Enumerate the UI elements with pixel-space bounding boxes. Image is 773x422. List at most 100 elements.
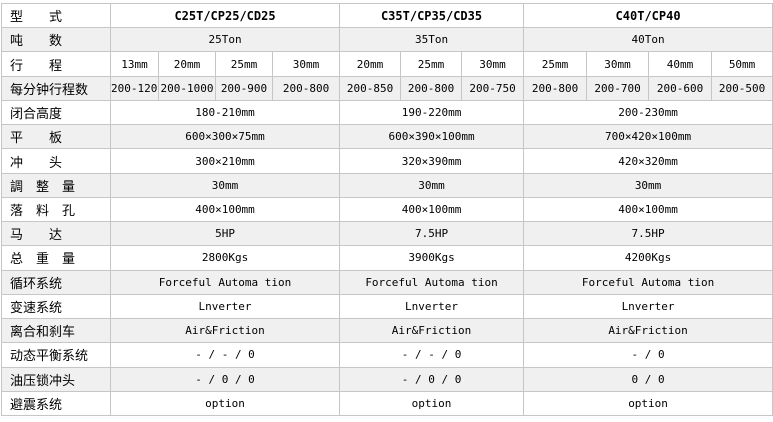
spec-cell: 200-500 — [711, 75, 773, 101]
spec-cell: 40mm — [648, 51, 713, 77]
spec-cell: 190-220mm — [339, 99, 525, 126]
table-row-adjustment: 調 整 量 30mm 30mm 30mm — [1, 172, 773, 198]
row-label-adjustment: 調 整 量 — [1, 172, 111, 198]
spec-cell: 30mm — [523, 172, 773, 198]
spec-cell: Air&Friction — [109, 318, 341, 344]
spec-cell: 200-800 — [400, 75, 463, 101]
spec-cell: - / 0 / 0 — [339, 366, 525, 392]
row-label-shut-height: 闭合高度 — [1, 99, 111, 126]
spec-cell: 600×300×75mm — [109, 124, 341, 150]
spec-cell: 320×390mm — [339, 148, 525, 174]
table-row-model: 型 式 C25T/CP25/CD25 C35T/CP35/CD35 C40T/C… — [1, 2, 773, 29]
model-cell: C40T/CP40 — [523, 2, 773, 29]
spec-cell: 13mm — [110, 51, 159, 77]
spec-cell: 400×100mm — [523, 196, 773, 223]
spec-cell: - / - / 0 — [109, 342, 341, 368]
spec-cell: 200-750 — [461, 75, 525, 101]
spec-cell: Air&Friction — [523, 318, 773, 344]
spec-cell: 25mm — [215, 51, 273, 77]
spec-cell: - / 0 / 0 — [109, 366, 341, 392]
row-label-speed-system: 变速系统 — [1, 293, 111, 320]
spec-cell: 200-900 — [215, 75, 273, 101]
spec-cell: 2800Kgs — [109, 245, 341, 271]
row-label-tonnage: 吨 数 — [1, 27, 111, 53]
spec-cell: 35Ton — [339, 27, 525, 53]
spec-cell: 20mm — [339, 51, 402, 77]
table-row-spm: 每分钟行程数 200-1200 200-1000 200-900 200-800… — [1, 75, 773, 101]
spec-cell: 420×320mm — [523, 148, 773, 174]
spec-cell: 7.5HP — [523, 221, 773, 247]
model-cell: C25T/CP25/CD25 — [109, 2, 341, 29]
spec-cell: 30mm — [271, 51, 341, 77]
table-row-circulation: 循环系统 Forceful Automa tion Forceful Autom… — [1, 269, 773, 295]
model-cell: C35T/CP35/CD35 — [339, 2, 525, 29]
spec-cell: Lnverter — [523, 293, 773, 320]
spec-cell: 200-1200 — [110, 75, 159, 101]
spec-cell: Lnverter — [109, 293, 341, 320]
row-label-blanking-hole: 落 料 孔 — [1, 196, 111, 223]
spec-cell: 3900Kgs — [339, 245, 525, 271]
spec-cell: 400×100mm — [109, 196, 341, 223]
spec-cell: 20mm — [158, 51, 216, 77]
spec-cell: 700×420×100mm — [523, 124, 773, 150]
table-row-stroke: 行 程 13mm 20mm 25mm 30mm 20mm 25mm 30mm 2… — [1, 51, 773, 77]
spec-cell: 30mm — [339, 172, 525, 198]
spec-cell: option — [523, 390, 773, 417]
row-label-hydraulic-lock: 油压锁冲头 — [1, 366, 111, 392]
table-row-motor: 马 达 5HP 7.5HP 7.5HP — [1, 221, 773, 247]
spec-cell: 25Ton — [109, 27, 341, 53]
table-row-shock-absorber: 避震系统 option option option — [1, 390, 773, 417]
row-label-shock-absorber: 避震系统 — [1, 390, 111, 417]
table-row-ram: 冲 头 300×210mm 320×390mm 420×320mm — [1, 148, 773, 174]
spec-cell: option — [109, 390, 341, 417]
spec-cell: 200-230mm — [523, 99, 773, 126]
table-row-shut-height: 闭合高度 180-210mm 190-220mm 200-230mm — [1, 99, 773, 126]
row-label-circulation: 循环系统 — [1, 269, 111, 295]
spec-cell: 5HP — [109, 221, 341, 247]
row-label-motor: 马 达 — [1, 221, 111, 247]
spec-cell: Lnverter — [339, 293, 525, 320]
spec-cell: 200-850 — [339, 75, 402, 101]
spec-cell: Air&Friction — [339, 318, 525, 344]
spec-cell: 180-210mm — [109, 99, 341, 126]
spec-cell: - / 0 — [523, 342, 773, 368]
spec-cell: 200-700 — [586, 75, 650, 101]
row-label-weight: 总 重 量 — [1, 245, 111, 271]
spec-cell: 400×100mm — [339, 196, 525, 223]
spec-cell: 40Ton — [523, 27, 773, 53]
spec-cell: Forceful Automa tion — [523, 269, 773, 295]
row-label-stroke: 行 程 — [1, 51, 111, 77]
spec-cell: 200-1000 — [158, 75, 216, 101]
spec-cell: 7.5HP — [339, 221, 525, 247]
spec-cell: - / - / 0 — [339, 342, 525, 368]
spec-cell: 50mm — [711, 51, 773, 77]
table-row-blanking-hole: 落 料 孔 400×100mm 400×100mm 400×100mm — [1, 196, 773, 223]
spec-cell: option — [339, 390, 525, 417]
spec-cell: 600×390×100mm — [339, 124, 525, 150]
row-label-clutch-brake: 离合和刹车 — [1, 318, 111, 344]
row-label-dynamic-balance: 动态平衡系统 — [1, 342, 111, 368]
spec-cell: 30mm — [461, 51, 525, 77]
row-label-model: 型 式 — [1, 2, 111, 29]
table-row-hydraulic-lock: 油压锁冲头 - / 0 / 0 - / 0 / 0 0 / 0 — [1, 366, 773, 392]
spec-cell: 25mm — [523, 51, 588, 77]
spec-cell: 4200Kgs — [523, 245, 773, 271]
row-label-spm: 每分钟行程数 — [1, 75, 111, 101]
table-row-speed-system: 变速系统 Lnverter Lnverter Lnverter — [1, 293, 773, 320]
spec-cell: 200-800 — [523, 75, 588, 101]
spec-cell: 200-600 — [648, 75, 713, 101]
spec-cell: Forceful Automa tion — [339, 269, 525, 295]
row-label-bolster: 平 板 — [1, 124, 111, 150]
spec-cell: 0 / 0 — [523, 366, 773, 392]
spec-cell: 25mm — [400, 51, 463, 77]
spec-cell: 30mm — [586, 51, 650, 77]
table-row-clutch-brake: 离合和刹车 Air&Friction Air&Friction Air&Fric… — [1, 318, 773, 344]
spec-cell: 300×210mm — [109, 148, 341, 174]
table-row-tonnage: 吨 数 25Ton 35Ton 40Ton — [1, 27, 773, 53]
spec-cell: Forceful Automa tion — [109, 269, 341, 295]
table-row-dynamic-balance: 动态平衡系统 - / - / 0 - / - / 0 - / 0 — [1, 342, 773, 368]
spec-cell: 200-800 — [271, 75, 341, 101]
spec-cell: 30mm — [109, 172, 341, 198]
row-label-ram: 冲 头 — [1, 148, 111, 174]
